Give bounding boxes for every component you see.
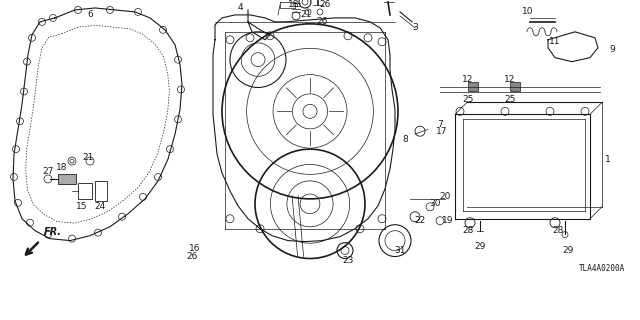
Text: 27: 27 (42, 166, 54, 175)
Text: 29: 29 (474, 242, 486, 251)
Text: 17: 17 (436, 127, 448, 136)
Text: 20: 20 (439, 192, 451, 201)
Text: 11: 11 (549, 37, 561, 46)
Text: 15: 15 (76, 202, 88, 211)
Bar (58, 174, 76, 184)
Text: 26: 26 (186, 252, 198, 261)
Text: 26: 26 (316, 17, 328, 26)
Bar (78, 183, 92, 199)
Text: 25: 25 (462, 95, 474, 104)
Bar (468, 82, 478, 92)
Text: AT Transmission Components (CVT): AT Transmission Components (CVT) (209, 307, 431, 317)
Text: 19: 19 (442, 216, 454, 225)
Bar (95, 181, 107, 201)
Text: 16: 16 (189, 244, 201, 253)
Text: 10: 10 (522, 7, 534, 16)
Text: 22: 22 (414, 216, 426, 225)
Text: 18: 18 (288, 0, 300, 10)
Text: FR.: FR. (44, 227, 62, 237)
Text: 28: 28 (552, 226, 564, 235)
Text: 3: 3 (412, 23, 418, 32)
Bar (510, 82, 520, 92)
Text: 23: 23 (342, 256, 354, 265)
Text: TLA4A0200A: TLA4A0200A (579, 264, 625, 273)
Text: 2020 Honda CR-V: 2020 Honda CR-V (273, 292, 367, 302)
Text: 6: 6 (87, 11, 93, 20)
Text: 26: 26 (319, 0, 331, 10)
Text: 1: 1 (605, 155, 611, 164)
Text: 9: 9 (609, 45, 615, 54)
Text: 18: 18 (56, 163, 68, 172)
Text: 25: 25 (504, 95, 516, 104)
Text: 21: 21 (300, 11, 312, 20)
Text: 7: 7 (437, 120, 443, 129)
Text: 29: 29 (563, 246, 573, 255)
Text: 31: 31 (394, 246, 406, 255)
Text: 21: 21 (83, 153, 93, 162)
Text: 30: 30 (429, 199, 441, 208)
Text: 12: 12 (462, 75, 474, 84)
Text: 8: 8 (402, 135, 408, 144)
Text: 28: 28 (462, 226, 474, 235)
Text: 24: 24 (94, 202, 106, 211)
Text: 12: 12 (504, 75, 516, 84)
Text: 4: 4 (237, 4, 243, 12)
